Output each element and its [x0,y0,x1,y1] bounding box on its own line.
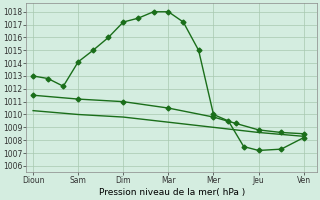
X-axis label: Pression niveau de la mer( hPa ): Pression niveau de la mer( hPa ) [99,188,245,197]
